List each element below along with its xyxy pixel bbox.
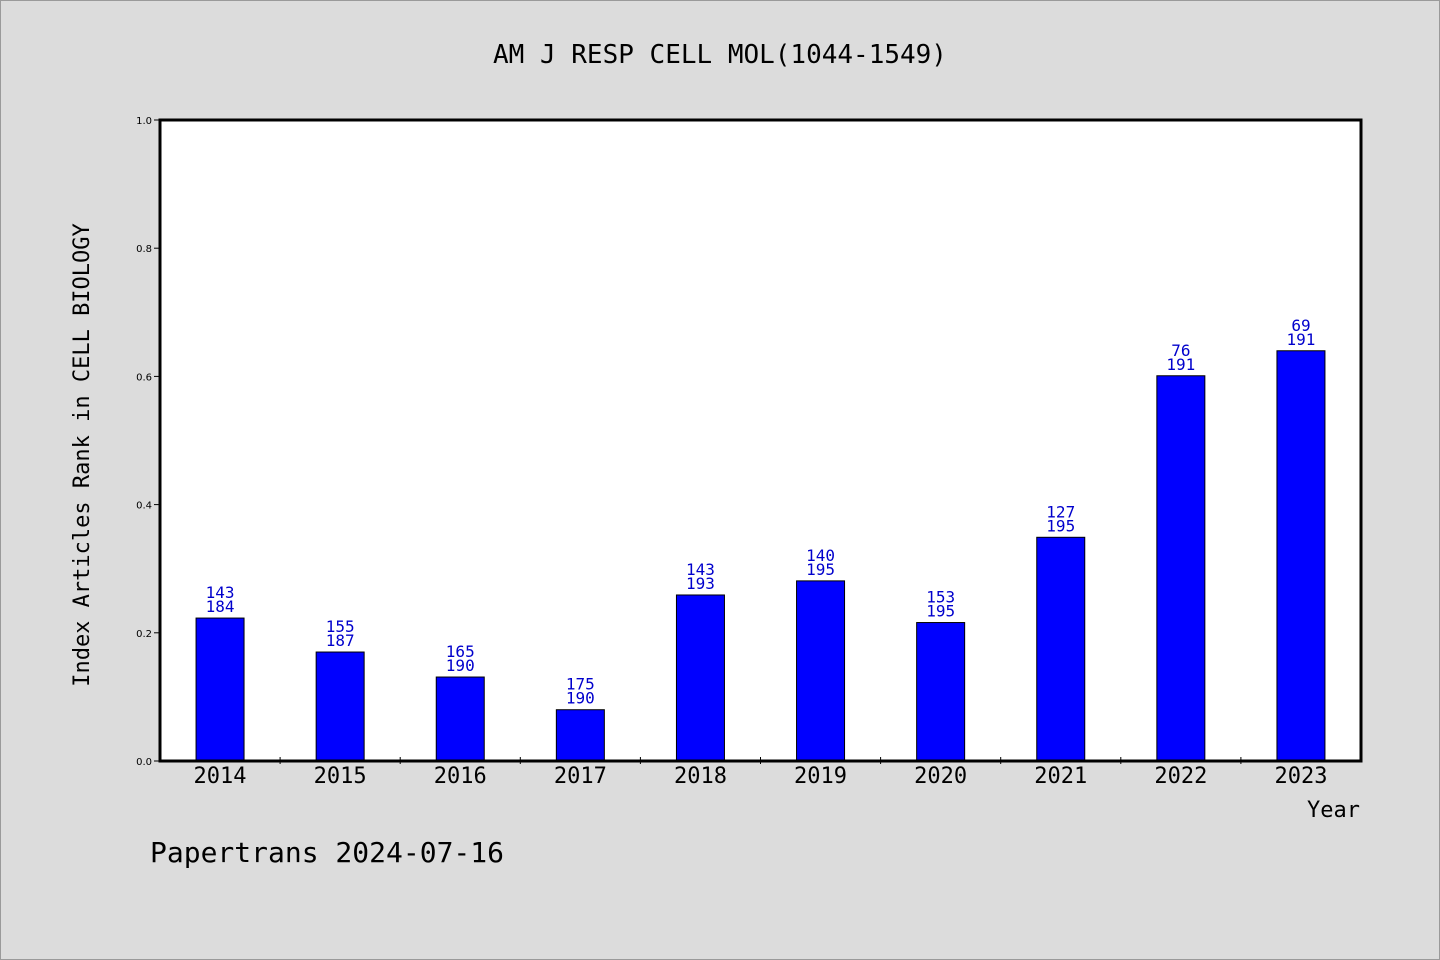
- data-label-total: 190: [566, 689, 595, 708]
- y-ticks-group: 0.0 0.2 0.4 0.6 0.8 1.0: [136, 116, 160, 768]
- bar: [1276, 350, 1326, 762]
- chart-title: AM J RESP CELL MOL(1044-1549): [493, 40, 947, 70]
- plot-border: [158, 118, 1363, 763]
- data-label-rank: 140: [806, 546, 835, 565]
- data-label-total: 191: [1166, 355, 1195, 374]
- x-ticks-group: 2014 2015 2016 2017 2018 2019 2020 2021 2022 2023: [194, 757, 1327, 789]
- data-label-rank: 165: [446, 642, 475, 661]
- y-tick-label: 0.0: [136, 757, 152, 768]
- y-axis-label: Index Articles Rank in CELL BIOLOGY: [70, 223, 95, 687]
- data-label-rank: 155: [326, 617, 355, 636]
- data-label-total: 187: [326, 631, 355, 650]
- y-tick-label: 0.4: [136, 501, 152, 512]
- bar: [796, 580, 846, 762]
- data-label-rank: 143: [686, 560, 715, 579]
- x-tick-label: 2020: [914, 764, 967, 789]
- bar: [195, 617, 245, 762]
- x-tick-label: 2023: [1274, 764, 1327, 789]
- bar: [315, 651, 365, 762]
- y-tick-label: 0.6: [136, 372, 152, 383]
- data-label-rank: 153: [926, 588, 955, 607]
- data-label-rank: 127: [1046, 502, 1075, 521]
- x-tick-label: 2016: [434, 764, 487, 789]
- y-tick-label: 0.2: [136, 629, 152, 640]
- bar: [675, 594, 725, 762]
- bar: [555, 709, 605, 762]
- x-tick-label: 2022: [1154, 764, 1207, 789]
- x-tick-label: 2018: [674, 764, 727, 789]
- x-tick-label: 2015: [314, 764, 367, 789]
- bar: [1156, 375, 1206, 762]
- data-label-rank: 175: [566, 675, 595, 694]
- data-label-total: 193: [686, 574, 715, 593]
- bar: [1036, 536, 1086, 762]
- y-tick-label: 1.0: [136, 116, 152, 127]
- data-label-total: 195: [806, 560, 835, 579]
- bar: [916, 622, 966, 762]
- data-label-total: 184: [206, 597, 235, 616]
- data-label-rank: 69: [1291, 316, 1310, 335]
- data-labels-group: 1431841551871651901751901431931401951531…: [206, 316, 1316, 708]
- y-tick-label: 0.8: [136, 244, 152, 255]
- data-label-total: 195: [926, 602, 955, 621]
- data-label-rank: 143: [206, 583, 235, 602]
- x-tick-label: 2019: [794, 764, 847, 789]
- x-tick-label: 2017: [554, 764, 607, 789]
- x-tick-label: 2021: [1034, 764, 1087, 789]
- bars-group: [195, 350, 1326, 762]
- footer-credit: Papertrans 2024-07-16: [150, 836, 504, 869]
- x-tick-label: 2014: [194, 764, 247, 789]
- data-label-total: 191: [1286, 330, 1315, 349]
- x-axis-label: Year: [1307, 798, 1360, 823]
- data-label-total: 190: [446, 656, 475, 675]
- bar: [435, 676, 485, 762]
- data-label-rank: 76: [1171, 341, 1190, 360]
- data-label-total: 195: [1046, 516, 1075, 535]
